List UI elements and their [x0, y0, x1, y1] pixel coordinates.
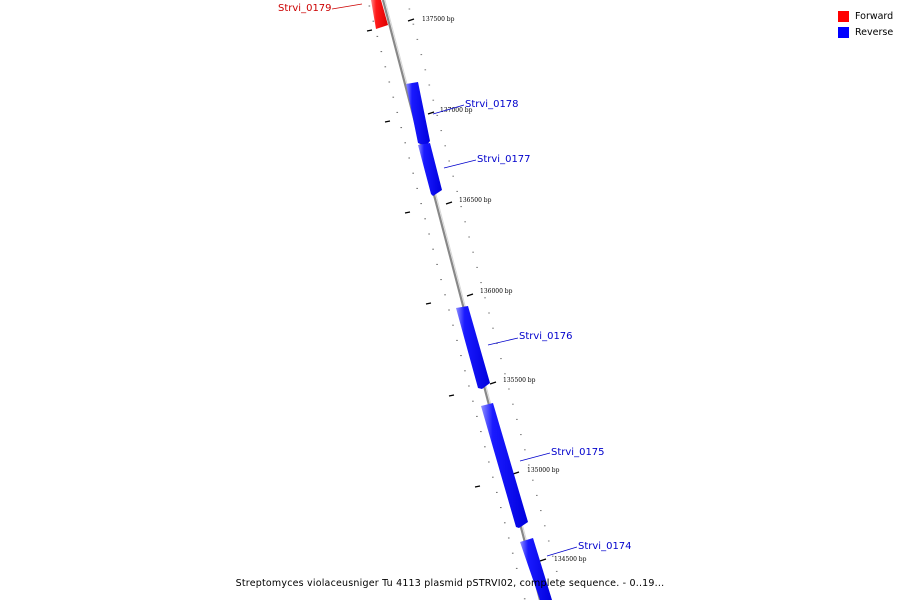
tick-label: 137000 bp — [440, 107, 473, 114]
gene-arrow-strvi-0178[interactable] — [406, 82, 430, 146]
gene-label-strvi-0179[interactable]: Strvi_0179 — [278, 3, 332, 14]
tick-label: 135000 bp — [527, 467, 560, 474]
gene-label-strvi-0178[interactable]: Strvi_0178 — [465, 99, 519, 110]
legend-label: Reverse — [855, 27, 894, 38]
gene-label-leader — [432, 104, 465, 115]
major-tick — [489, 381, 497, 385]
gene-arrow-strvi-0177[interactable] — [418, 143, 442, 196]
tick-label: 134500 bp — [554, 556, 587, 563]
major-tick — [512, 471, 520, 475]
gene-label-strvi-0175[interactable]: Strvi_0175 — [551, 447, 605, 458]
tick-label: 137500 bp — [422, 16, 455, 23]
gene-label-strvi-0177[interactable]: Strvi_0177 — [477, 154, 531, 165]
major-tick — [445, 201, 453, 205]
gene-arrow-strvi-0175[interactable] — [481, 403, 528, 528]
tick-label: 136500 bp — [459, 197, 492, 204]
gene-features: Strvi_0179 Strvi_0178 Strvi_0177 Strvi_0… — [278, 0, 632, 600]
reverse-swatch — [838, 27, 849, 38]
legend-item-forward: Forward — [838, 9, 898, 24]
strand-legend: Forward Reverse — [838, 9, 898, 41]
major-tick — [466, 293, 474, 297]
gene-label-leader — [519, 452, 551, 462]
gene-label-strvi-0174[interactable]: Strvi_0174 — [578, 541, 632, 552]
major-tick — [427, 111, 435, 115]
tick-label: 136000 bp — [480, 288, 513, 295]
sequence-caption: Streptomyces violaceusniger Tu 4113 plas… — [235, 578, 665, 589]
minor-tick-marks — [368, 5, 562, 600]
major-tick-group: 137500 bp 137000 bp 136500 bp 136000 bp … — [407, 16, 587, 563]
reverse-strand-tick-dashes — [366, 29, 481, 488]
major-tick — [539, 558, 547, 562]
gene-arrow-strvi-0174[interactable] — [520, 538, 552, 600]
gene-arrow-strvi-0176[interactable] — [456, 306, 490, 389]
gene-label-leader — [443, 159, 477, 169]
gene-label-strvi-0176[interactable]: Strvi_0176 — [519, 331, 573, 342]
gene-label-leader — [487, 337, 519, 346]
major-tick — [407, 18, 415, 22]
forward-swatch — [838, 11, 849, 22]
gene-label-leader — [546, 546, 578, 557]
gene-arrow-strvi-0179[interactable] — [371, 0, 388, 29]
gene-label-leader — [331, 3, 363, 10]
legend-item-reverse: Reverse — [838, 25, 898, 40]
tick-label: 135500 bp — [503, 377, 536, 384]
legend-label: Forward — [855, 11, 894, 22]
